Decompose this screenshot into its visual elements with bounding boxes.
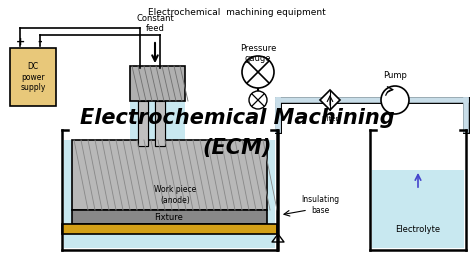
- Text: Insulating
base: Insulating base: [301, 195, 339, 215]
- Bar: [130, 66, 185, 101]
- Bar: [155, 101, 165, 146]
- Text: Electrochemical  machining equipment: Electrochemical machining equipment: [148, 8, 326, 17]
- Bar: [10, 48, 56, 106]
- Text: +: +: [15, 37, 25, 47]
- Bar: [64, 140, 275, 248]
- Text: DC
power
supply: DC power supply: [20, 62, 46, 92]
- Text: Electrochemical Machining: Electrochemical Machining: [80, 108, 394, 128]
- Bar: [372, 170, 464, 248]
- Text: Electrolyte: Electrolyte: [395, 226, 440, 235]
- Bar: [138, 101, 148, 146]
- Circle shape: [381, 86, 409, 114]
- Text: (ECM): (ECM): [202, 138, 272, 158]
- Polygon shape: [320, 90, 340, 110]
- Circle shape: [249, 91, 267, 109]
- Bar: [62, 224, 277, 234]
- Bar: [130, 101, 185, 146]
- Text: Work piece
(anode): Work piece (anode): [154, 185, 196, 205]
- Text: Pressure
gauge: Pressure gauge: [240, 44, 276, 63]
- Text: Fixture: Fixture: [155, 213, 183, 222]
- Text: Constant
feed: Constant feed: [136, 14, 174, 34]
- Text: -: -: [38, 37, 42, 47]
- Text: Filter: Filter: [321, 116, 339, 122]
- Bar: [138, 101, 148, 146]
- Circle shape: [242, 56, 274, 88]
- Text: Pump: Pump: [383, 71, 407, 80]
- Bar: [72, 140, 267, 210]
- Bar: [72, 210, 267, 224]
- Bar: [155, 101, 165, 146]
